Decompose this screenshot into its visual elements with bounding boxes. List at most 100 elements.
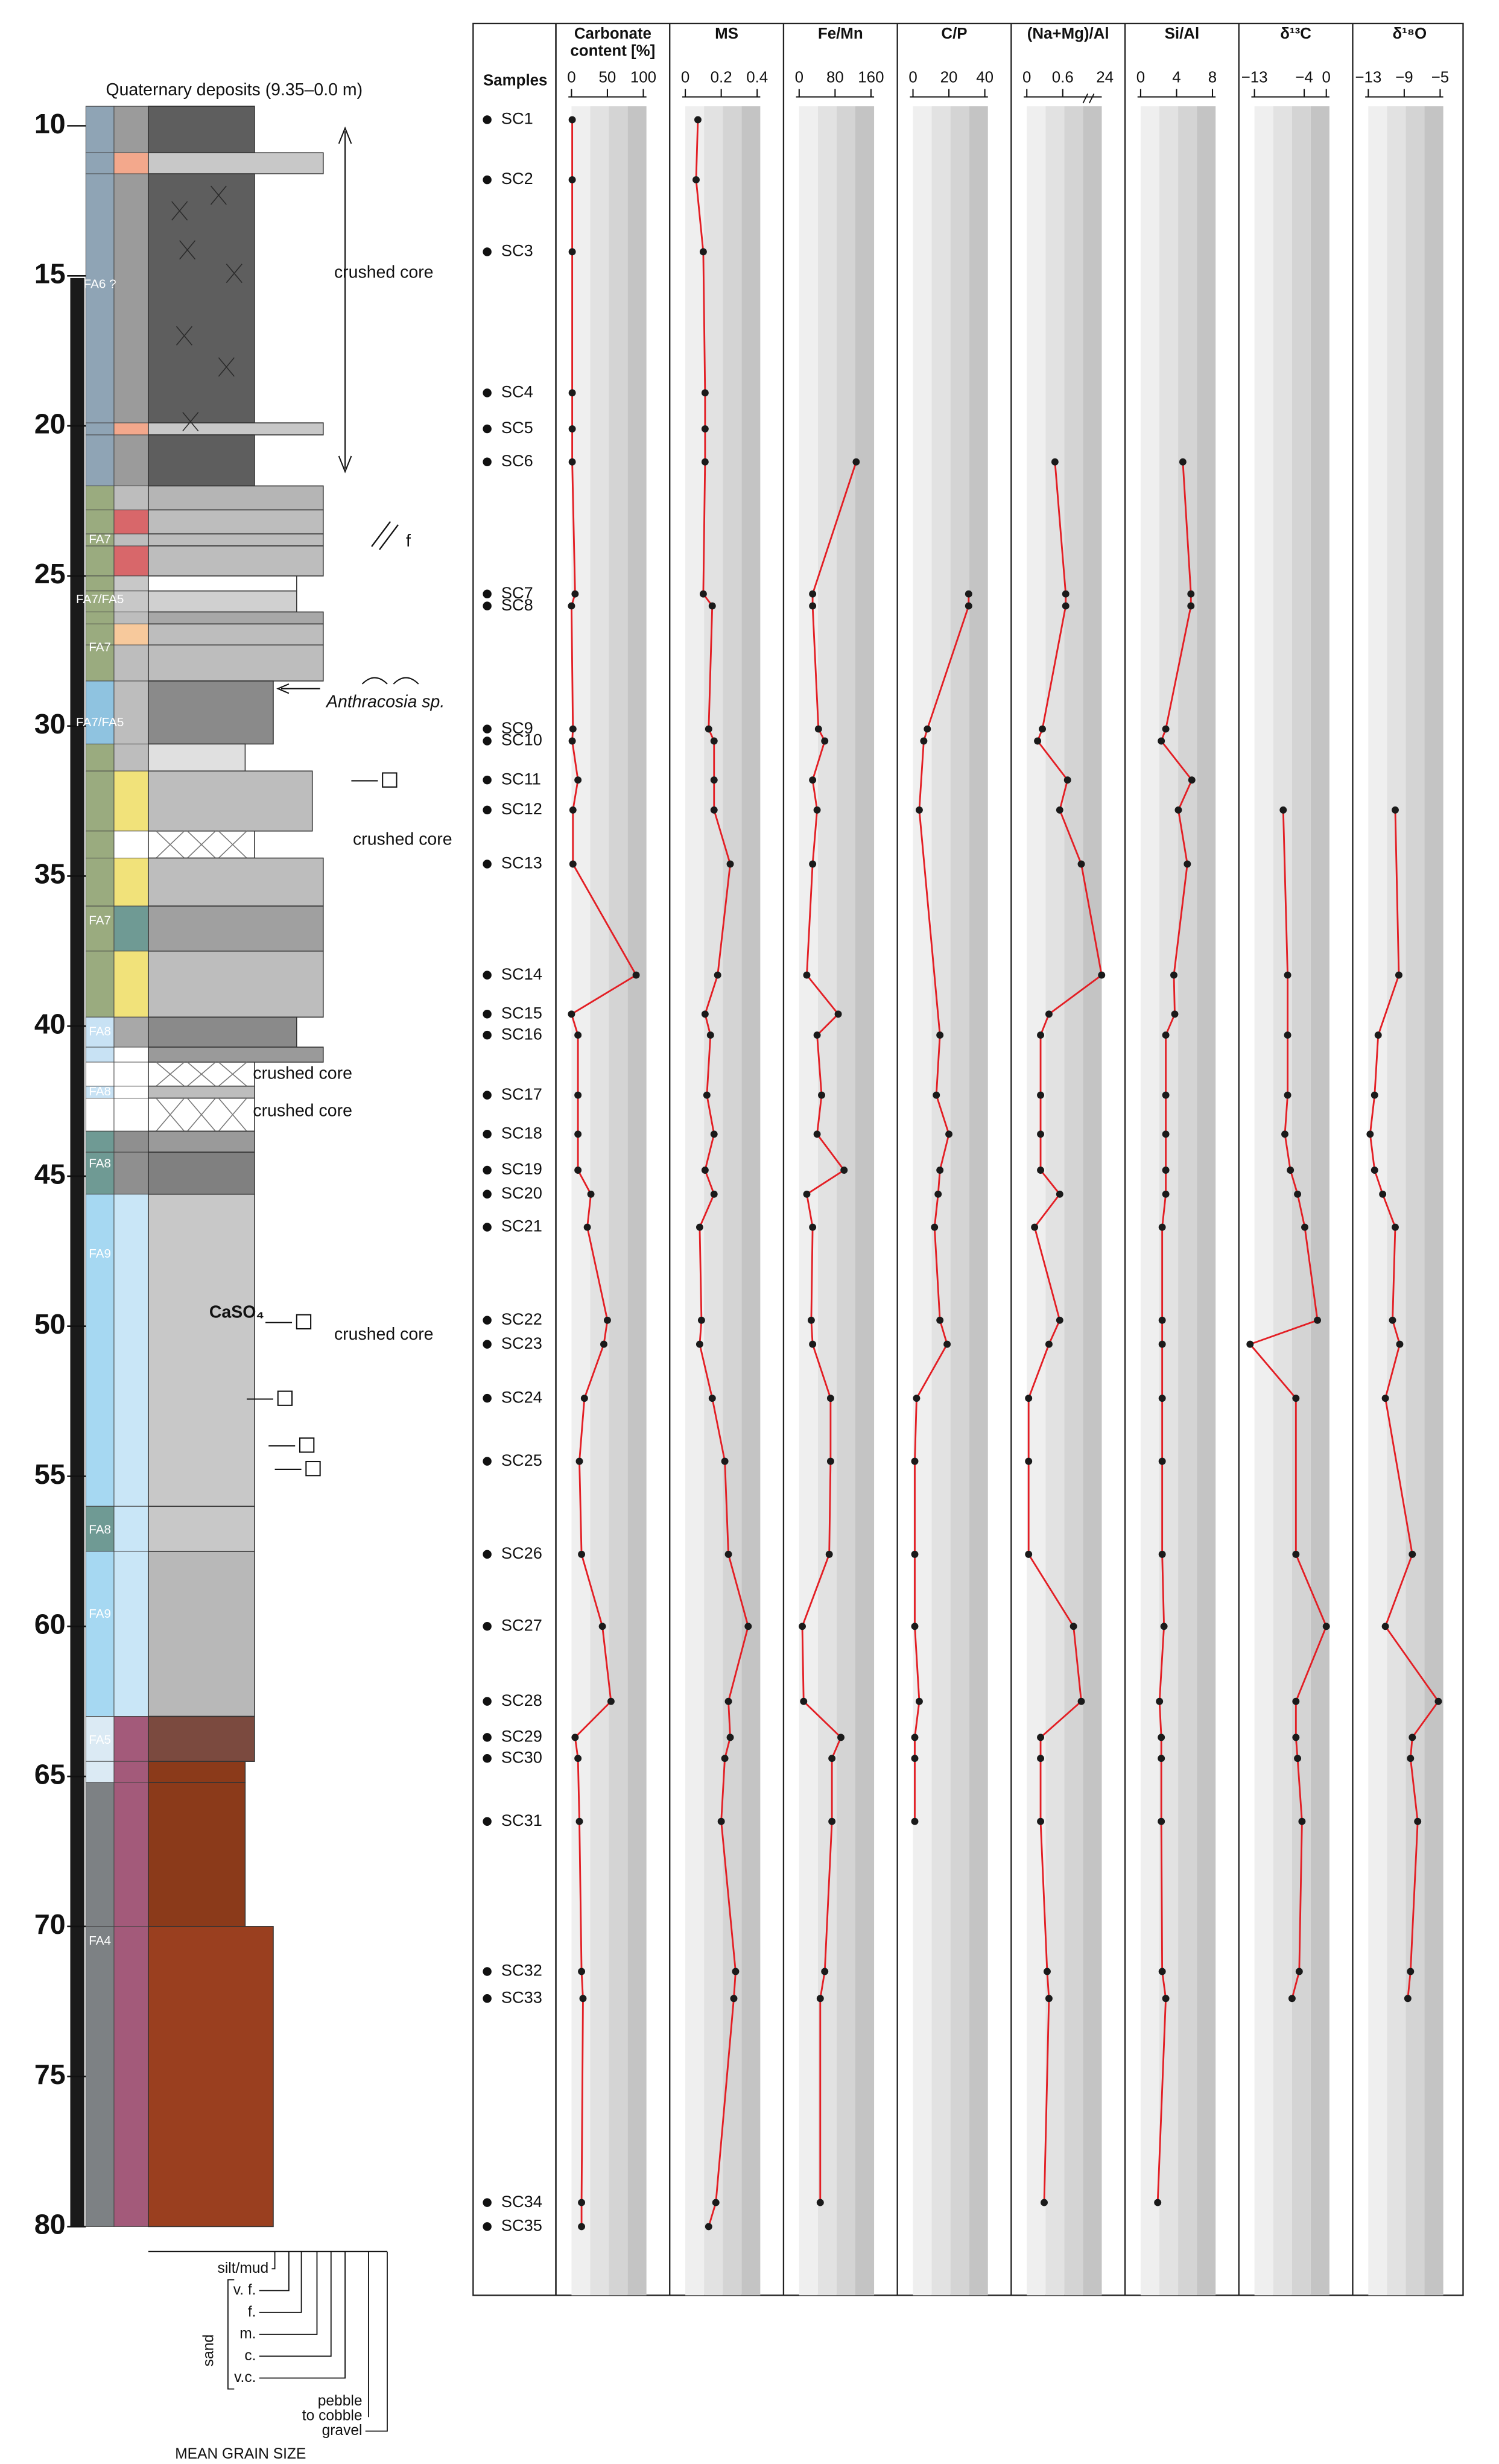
- data-point: [607, 1697, 615, 1705]
- lithology-unit: [113, 1551, 149, 1717]
- sample-dot: [483, 1223, 492, 1232]
- data-point: [852, 458, 860, 466]
- data-point: [571, 590, 579, 598]
- data-point: [578, 1550, 586, 1558]
- data-point: [1158, 1457, 1166, 1465]
- depth-tick-label: 75: [34, 2059, 66, 2090]
- data-point: [1409, 1734, 1416, 1741]
- data-point: [1098, 971, 1106, 979]
- facies-label: FA6 ?: [84, 277, 116, 291]
- depth-tick-label: 80: [34, 2209, 66, 2240]
- sample-dot: [483, 1091, 492, 1100]
- data-point: [837, 1734, 845, 1741]
- sample-label: SC5: [501, 418, 533, 437]
- lithology-unit: [113, 1130, 149, 1153]
- shade-band: [704, 106, 723, 2296]
- facies-label: FA7: [89, 533, 111, 546]
- sample-dot: [483, 1550, 492, 1559]
- sample-label: SC24: [501, 1387, 542, 1406]
- data-point: [569, 806, 577, 814]
- x-tick-label: 4: [1172, 69, 1181, 86]
- data-point: [1158, 1550, 1166, 1558]
- data-point: [1174, 806, 1182, 814]
- x-tick-label: 50: [599, 69, 616, 86]
- shade-band: [1178, 106, 1197, 2296]
- crushed-core-cross: [156, 1098, 185, 1132]
- grain-class-label: v.c.: [234, 2369, 256, 2386]
- data-point: [834, 1010, 842, 1018]
- sample-label: SC31: [501, 1811, 542, 1829]
- lithology-unit: [113, 1098, 149, 1132]
- data-point: [809, 1340, 817, 1348]
- sample-dot: [483, 1457, 492, 1466]
- data-point: [579, 1995, 587, 2003]
- x-tick-label: 40: [976, 69, 994, 86]
- crystal-symbol: [305, 1460, 321, 1477]
- sample-dot: [483, 1316, 492, 1325]
- data-point: [814, 725, 822, 733]
- grain-class-label: silt/mud: [218, 2260, 269, 2276]
- grain-size-bed: [148, 1047, 324, 1063]
- shade-band: [590, 106, 609, 2296]
- annotation: crushed core: [253, 1101, 352, 1121]
- lithology-unit: [113, 612, 149, 624]
- data-point: [1281, 1130, 1288, 1138]
- sample-dot: [483, 1622, 492, 1631]
- data-point: [568, 425, 576, 432]
- x-tick-label: 0.4: [746, 69, 768, 86]
- crushed-core-cross: [187, 1062, 216, 1087]
- sample-dot: [483, 175, 492, 185]
- data-point: [1187, 590, 1195, 598]
- data-point: [721, 1457, 729, 1465]
- data-point: [809, 602, 817, 610]
- data-point: [1414, 1817, 1422, 1825]
- data-point: [915, 806, 923, 814]
- fossil-arrow: [276, 683, 320, 694]
- data-point: [1162, 1167, 1170, 1174]
- panel-title: MS: [715, 25, 738, 42]
- texture-mark: [182, 412, 199, 432]
- sample-dot: [483, 1189, 492, 1199]
- data-point: [575, 1817, 583, 1825]
- x-tick-label: −13: [1241, 69, 1268, 86]
- lithology-unit: [113, 152, 149, 174]
- sample-label: SC22: [501, 1310, 542, 1328]
- shade-band: [1291, 106, 1311, 2296]
- data-point: [1314, 1316, 1322, 1324]
- data-point: [1045, 1010, 1053, 1018]
- x-tick-label: 160: [858, 69, 884, 86]
- shade-band: [1406, 106, 1425, 2296]
- crushed-core-cross: [187, 831, 216, 859]
- facies-unit: [85, 1926, 115, 2227]
- sample-dot: [483, 1817, 492, 1826]
- facies-unit: [85, 680, 115, 744]
- x-tick-label: 0: [1136, 69, 1145, 86]
- data-point: [1366, 1130, 1374, 1138]
- grain-size-bed: [148, 611, 324, 625]
- facies-label: FA7: [89, 641, 111, 654]
- sample-label: SC35: [501, 2216, 542, 2235]
- facies-unit: [85, 1551, 115, 1717]
- data-point: [809, 860, 817, 868]
- data-point: [574, 1130, 582, 1138]
- sample-dot: [483, 1030, 492, 1040]
- data-point: [568, 389, 576, 397]
- data-point: [1392, 806, 1399, 814]
- gravel-label: gravel: [322, 2422, 363, 2439]
- grain-size-bed: [148, 644, 324, 682]
- data-point: [1381, 1395, 1389, 1402]
- sample-dot: [483, 1753, 492, 1763]
- data-point: [710, 737, 718, 745]
- facies-unit: [85, 1716, 115, 1762]
- data-point: [936, 1316, 944, 1324]
- data-point: [587, 1190, 595, 1198]
- data-point: [825, 1550, 833, 1558]
- data-point: [809, 1223, 817, 1231]
- shade-band: [950, 106, 969, 2296]
- grain-size-bed: [148, 1151, 255, 1195]
- data-point: [1284, 1031, 1291, 1039]
- data-point: [936, 1167, 944, 1174]
- sample-dot: [483, 1130, 492, 1139]
- grain-size-bed: [148, 422, 324, 435]
- shade-band: [931, 106, 951, 2296]
